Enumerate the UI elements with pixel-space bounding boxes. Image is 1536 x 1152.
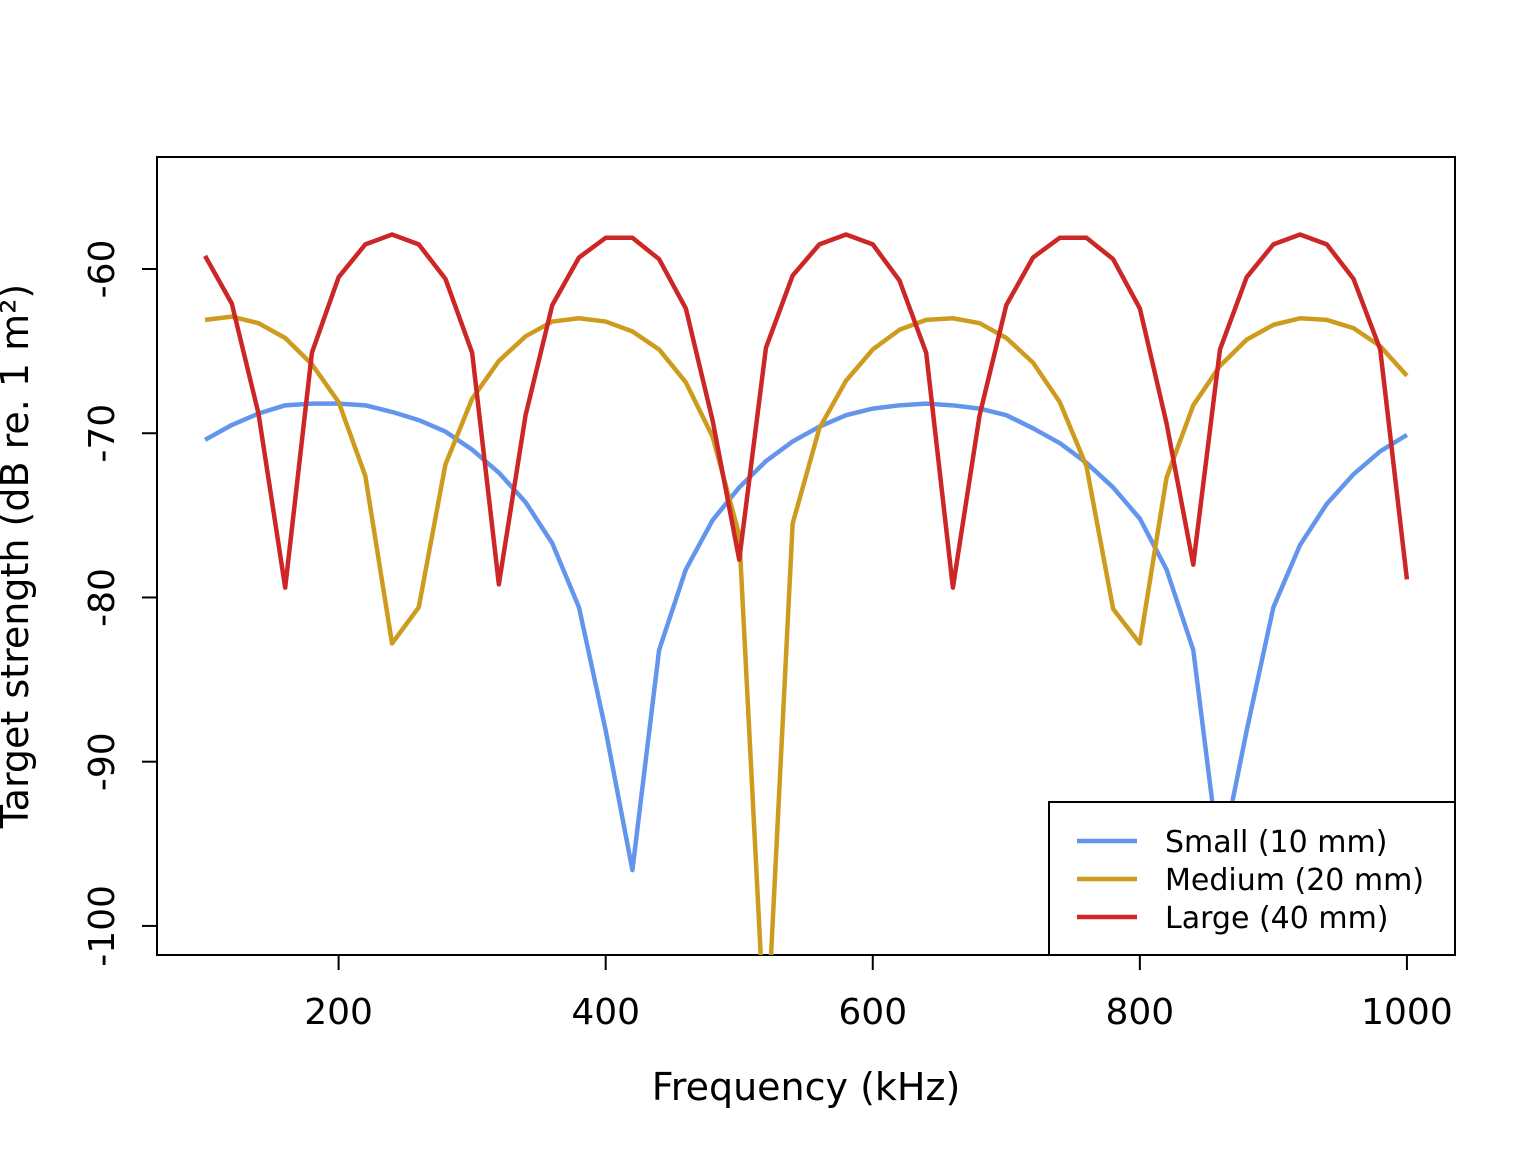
x-tick-label: 400 [571,992,640,1033]
y-tick-label: -70 [82,404,123,463]
series-lines [203,232,1410,955]
x-tick-label: 800 [1105,992,1174,1033]
series-line [203,232,1410,590]
legend-label: Medium (20 mm) [1165,863,1424,898]
plot-frame [156,156,1456,956]
y-tick-label: -90 [82,732,123,791]
y-tick-label: -80 [82,568,123,627]
x-tick-label: 1000 [1361,992,1453,1033]
legend-label: Large (40 mm) [1165,901,1389,936]
x-axis-label: Frequency (kHz) [652,1065,961,1109]
y-tick-label: -60 [82,240,123,299]
x-tick-label: 200 [304,992,373,1033]
x-tick-label: 600 [838,992,907,1033]
series-line [204,314,1409,955]
y-tick-label: -100 [82,885,123,967]
series-line [203,401,1409,873]
legend-label: Small (10 mm) [1165,825,1387,860]
y-axis-label: Target strength (dB re. 1 m²) [0,284,37,830]
